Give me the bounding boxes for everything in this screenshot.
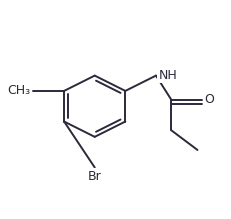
Text: Br: Br bbox=[88, 170, 102, 183]
Text: O: O bbox=[204, 93, 214, 106]
Text: NH: NH bbox=[158, 69, 177, 82]
Text: CH₃: CH₃ bbox=[8, 84, 31, 97]
